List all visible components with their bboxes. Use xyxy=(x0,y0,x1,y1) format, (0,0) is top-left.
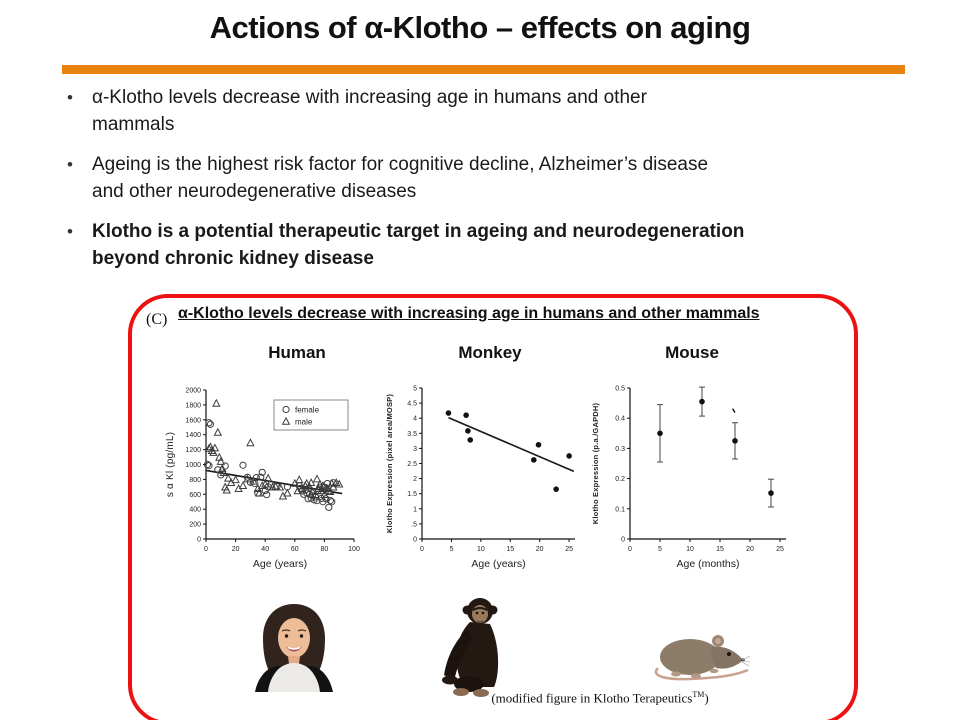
caption-tm-superscript: TM xyxy=(692,690,705,699)
svg-text:0.4: 0.4 xyxy=(615,416,625,423)
svg-text:800: 800 xyxy=(189,477,201,484)
figure-caption: (modified figure in Klotho TerapeuticsTM… xyxy=(420,690,780,706)
svg-text:1200: 1200 xyxy=(185,447,201,454)
svg-text:Age (years): Age (years) xyxy=(471,558,525,570)
svg-text:15: 15 xyxy=(716,546,724,553)
svg-text:0: 0 xyxy=(197,537,201,544)
svg-text:2.5: 2.5 xyxy=(407,461,417,468)
svg-text:10: 10 xyxy=(477,546,485,553)
svg-text:0: 0 xyxy=(204,546,208,553)
caption-suffix: ) xyxy=(704,690,709,706)
svg-text:0.5: 0.5 xyxy=(615,386,625,393)
svg-text:100: 100 xyxy=(348,546,360,553)
svg-text:0: 0 xyxy=(628,546,632,553)
bullet-text: Klotho is a potential therapeutic target… xyxy=(92,221,745,269)
svg-text:25: 25 xyxy=(776,546,784,553)
svg-text:0: 0 xyxy=(420,546,424,553)
svg-text:1400: 1400 xyxy=(185,432,201,439)
svg-text:0.3: 0.3 xyxy=(615,446,625,453)
svg-text:Klotho Expression (p.a./GAPDH): Klotho Expression (p.a./GAPDH) xyxy=(591,402,600,524)
column-header-human: Human xyxy=(268,343,326,362)
bullet-item: • Ageing is the highest risk factor for … xyxy=(48,151,888,205)
svg-text:5: 5 xyxy=(413,386,417,393)
svg-text:1: 1 xyxy=(413,506,417,513)
svg-text:2000: 2000 xyxy=(185,388,201,395)
column-header-mouse: Mouse xyxy=(665,343,719,362)
svg-text:0.1: 0.1 xyxy=(615,506,625,513)
bullet-text: Ageing is the highest risk factor for co… xyxy=(92,154,709,202)
caption-text: (modified figure in Klotho Terapeutics xyxy=(491,690,693,706)
svg-text:.5: .5 xyxy=(411,521,417,528)
svg-text:1.5: 1.5 xyxy=(407,491,417,498)
svg-text:40: 40 xyxy=(261,546,269,553)
bullet-list: • α-Klotho levels decrease with increasi… xyxy=(48,84,888,285)
svg-text:600: 600 xyxy=(189,492,201,499)
human-scatter-chart: 0 20 40 60 80 1000200400600800100012001400160… xyxy=(165,388,360,571)
bullet-text: α-Klotho levels decrease with increasing… xyxy=(92,87,647,135)
monkey-scatter-chart: 0 5 10 15 20 25 0 .5 1 1.5 2 2.5 3 3.5 4 4.5 5 Age (years… xyxy=(385,386,575,570)
svg-text:1600: 1600 xyxy=(185,417,201,424)
svg-text:20: 20 xyxy=(746,546,754,553)
svg-text:400: 400 xyxy=(189,507,201,514)
bullet-item: • Klotho is a potential therapeutic targ… xyxy=(48,218,888,272)
svg-text:0.2: 0.2 xyxy=(615,476,625,483)
svg-text:0: 0 xyxy=(621,537,625,544)
svg-text:80: 80 xyxy=(321,546,329,553)
svg-text:male: male xyxy=(295,418,313,427)
title-accent-bar xyxy=(62,65,905,74)
svg-text:200: 200 xyxy=(189,522,201,529)
svg-text:3: 3 xyxy=(413,446,417,453)
mouse-photo xyxy=(654,635,750,681)
monkey-photo xyxy=(442,598,499,697)
svg-text:0: 0 xyxy=(413,537,417,544)
svg-text:5: 5 xyxy=(449,546,453,553)
svg-text:Klotho Expression (pixel area/: Klotho Expression (pixel area/MOSP) xyxy=(385,394,394,533)
svg-text:Age (months): Age (months) xyxy=(676,558,739,570)
svg-text:5: 5 xyxy=(658,546,662,553)
svg-text:4.5: 4.5 xyxy=(407,401,417,408)
svg-text:female: female xyxy=(295,406,320,415)
column-header-monkey: Monkey xyxy=(458,343,522,362)
svg-text:s α Kl (pg/mL): s α Kl (pg/mL) xyxy=(165,432,176,497)
svg-text:1800: 1800 xyxy=(185,402,201,409)
svg-text:Age (years): Age (years) xyxy=(253,558,307,570)
svg-text:2: 2 xyxy=(413,476,417,483)
panel-header: α-Klotho levels decrease with increasing… xyxy=(178,305,760,322)
mouse-scatter-chart: 0 5 10 15 20 25 0 0.1 0.2 0.3 0.4 0.5 Age (months) Kl… xyxy=(591,386,786,570)
svg-text:60: 60 xyxy=(291,546,299,553)
slide-title: Actions of α-Klotho – effects on aging xyxy=(209,10,751,45)
bullet-marker: • xyxy=(67,155,73,174)
svg-text:20: 20 xyxy=(232,546,240,553)
svg-text:3.5: 3.5 xyxy=(407,431,417,438)
bullet-marker: • xyxy=(67,88,73,107)
svg-text:15: 15 xyxy=(506,546,514,553)
svg-text:1000: 1000 xyxy=(185,462,201,469)
svg-text:20: 20 xyxy=(536,546,544,553)
svg-text:25: 25 xyxy=(565,546,573,553)
bullet-marker: • xyxy=(67,222,73,241)
bullet-item: • α-Klotho levels decrease with increasi… xyxy=(48,84,888,138)
svg-text:4: 4 xyxy=(413,416,417,423)
panel-letter-label: (C) xyxy=(146,311,168,328)
svg-text:10: 10 xyxy=(686,546,694,553)
human-photo xyxy=(255,604,333,692)
